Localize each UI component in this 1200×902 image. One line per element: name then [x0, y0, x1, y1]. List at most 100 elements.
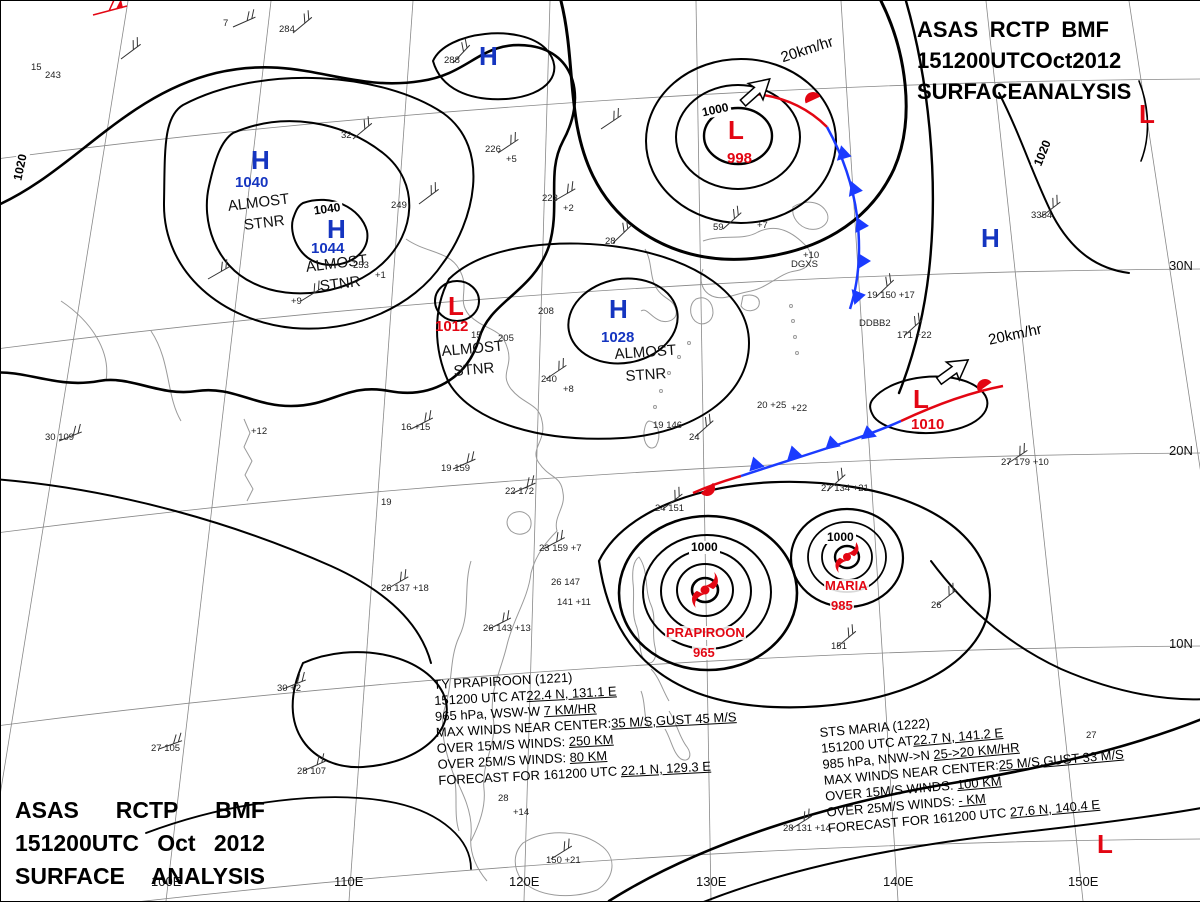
station-data: +2 [563, 203, 574, 214]
station-data: 223 [542, 193, 558, 204]
station-data: 171 +22 [897, 330, 932, 341]
pressure-center-letter: L [1139, 99, 1155, 129]
chart-title-bottom-left: ASAS RCTP BMF 151200UTC Oct 2012 SURFACE ANALYS… [15, 797, 265, 896]
station-data: 27 179 +10 [1001, 457, 1049, 468]
title-line: 151200UTC Oct 2012 [15, 830, 265, 857]
title-word: Oct [1035, 48, 1073, 73]
station-data: 249 [391, 200, 407, 211]
station-data: 284 [279, 24, 295, 35]
pressure-center-letter: L [728, 115, 744, 145]
station-data: 151 [831, 641, 847, 652]
station-data: 141 +11 [557, 597, 591, 608]
title-word: 151200UTC [15, 830, 140, 856]
station-data: +10 [803, 250, 820, 261]
station-data: 26 [931, 600, 942, 611]
pressure-center-note: ALMOST [613, 341, 677, 363]
station-data: 30 +2 [277, 683, 302, 694]
pressure-center-letter: H [479, 41, 498, 71]
station-data: 24 [689, 432, 700, 443]
title-line: SURFACE ANALYSIS [15, 863, 265, 890]
station-data: 208 [538, 306, 554, 317]
station-data: 27 105 [151, 743, 181, 754]
storm-name: MARIA [824, 578, 869, 594]
title-word: 151200UTC [917, 48, 1036, 73]
station-data: 28 [498, 793, 509, 804]
longitude-label: 100E [151, 874, 182, 889]
front-speed-label: 20km/hr [986, 320, 1044, 349]
isobar-label: 1000 [825, 530, 856, 545]
pressure-center-letter: L [913, 384, 929, 414]
title-word: ASAS [917, 17, 979, 42]
station-data: +8 [563, 384, 574, 395]
pressure-center-letter: H [251, 145, 270, 175]
title-word: RCTP [115, 797, 179, 823]
station-data: 22 172 [505, 486, 535, 497]
storm-report-prapiroon: TY PRAPIROON (1221) 151200 UTC AT22.4 N, … [433, 661, 739, 789]
pressure-center-value: 1028 [601, 329, 635, 346]
station-data: 15 [31, 62, 42, 73]
red-wind-barb [92, 1, 128, 16]
pressure-center-value: 1040 [235, 174, 269, 191]
title-word: ANALYSIS [1022, 79, 1132, 104]
title-word: ANALYSIS [150, 863, 265, 889]
station-data: 23 159 +7 [539, 543, 582, 554]
latitude-label: 10N [1169, 636, 1193, 651]
station-data: 16 +15 [401, 422, 431, 433]
longitude-label: 120E [509, 874, 540, 889]
pressure-center-note: ALMOST [440, 337, 504, 360]
isobar-label: 1000 [689, 540, 720, 555]
station-data: DGXS [791, 259, 818, 270]
title-word: BMF [215, 797, 265, 823]
chart-title-top-right: ASAS RCTP BMF 151200UTC Oct 2012 SURFACE ANALYS… [917, 17, 1131, 110]
pressure-center-note: STNR [318, 273, 362, 295]
title-line: SURFACE ANALYSIS [917, 79, 1131, 105]
title-line: ASAS RCTP BMF [917, 17, 1109, 43]
longitude-label: 110E [334, 874, 364, 889]
station-data: 24 151 [655, 503, 685, 514]
storm-name: PRAPIROON [665, 625, 746, 641]
station-data: 32 [341, 130, 352, 141]
title-word: SURFACE [15, 863, 125, 889]
pressure-center-value: 1044 [311, 240, 345, 257]
station-data: 30 109 [45, 432, 75, 443]
pressure-center-value: 1010 [911, 416, 945, 433]
station-data: +5 [506, 154, 517, 165]
isobar-label: 1020 [1030, 136, 1055, 170]
station-data: 240 [541, 374, 557, 385]
pressure-center-letter: L [1097, 829, 1113, 859]
station-data: +12 [251, 426, 268, 437]
station-data: 19 [381, 497, 392, 508]
station-data: 28 [605, 236, 616, 247]
title-word: RCTP [989, 17, 1050, 42]
title-line: 151200UTC Oct 2012 [917, 48, 1121, 74]
station-data: DDBB2 [859, 318, 891, 329]
title-word: 2012 [1072, 48, 1122, 73]
storm-central-pressure: 985 [830, 598, 854, 614]
station-data: 226 [485, 144, 501, 155]
station-data: +14 [513, 807, 530, 818]
station-data: 27 [1086, 730, 1097, 741]
station-data: 288 [444, 55, 460, 66]
pressure-center-note: STNR [624, 365, 667, 385]
isobar-label: 1020 [10, 150, 31, 184]
station-data: 59 [713, 222, 724, 233]
longitude-label: 150E [1068, 874, 1099, 889]
pressure-center-letter: H [609, 294, 628, 324]
station-data: 15 [471, 330, 482, 341]
latitude-label: 20N [1169, 443, 1193, 458]
pressure-center-letter: L [448, 291, 464, 321]
pressure-center-note: ALMOST [226, 190, 291, 215]
station-data: +7 [757, 220, 768, 231]
station-data: 253 [353, 260, 369, 271]
station-data: 7 [223, 18, 229, 29]
station-data: 26 137 +18 [381, 583, 429, 594]
station-data: 19 146 [653, 420, 683, 431]
pressure-center-note: STNR [452, 359, 496, 380]
pressure-center-note: STNR [242, 212, 286, 234]
cold-front-north [734, 69, 871, 310]
title-word: ASAS [15, 797, 79, 823]
station-data: 19 159 [441, 463, 471, 474]
